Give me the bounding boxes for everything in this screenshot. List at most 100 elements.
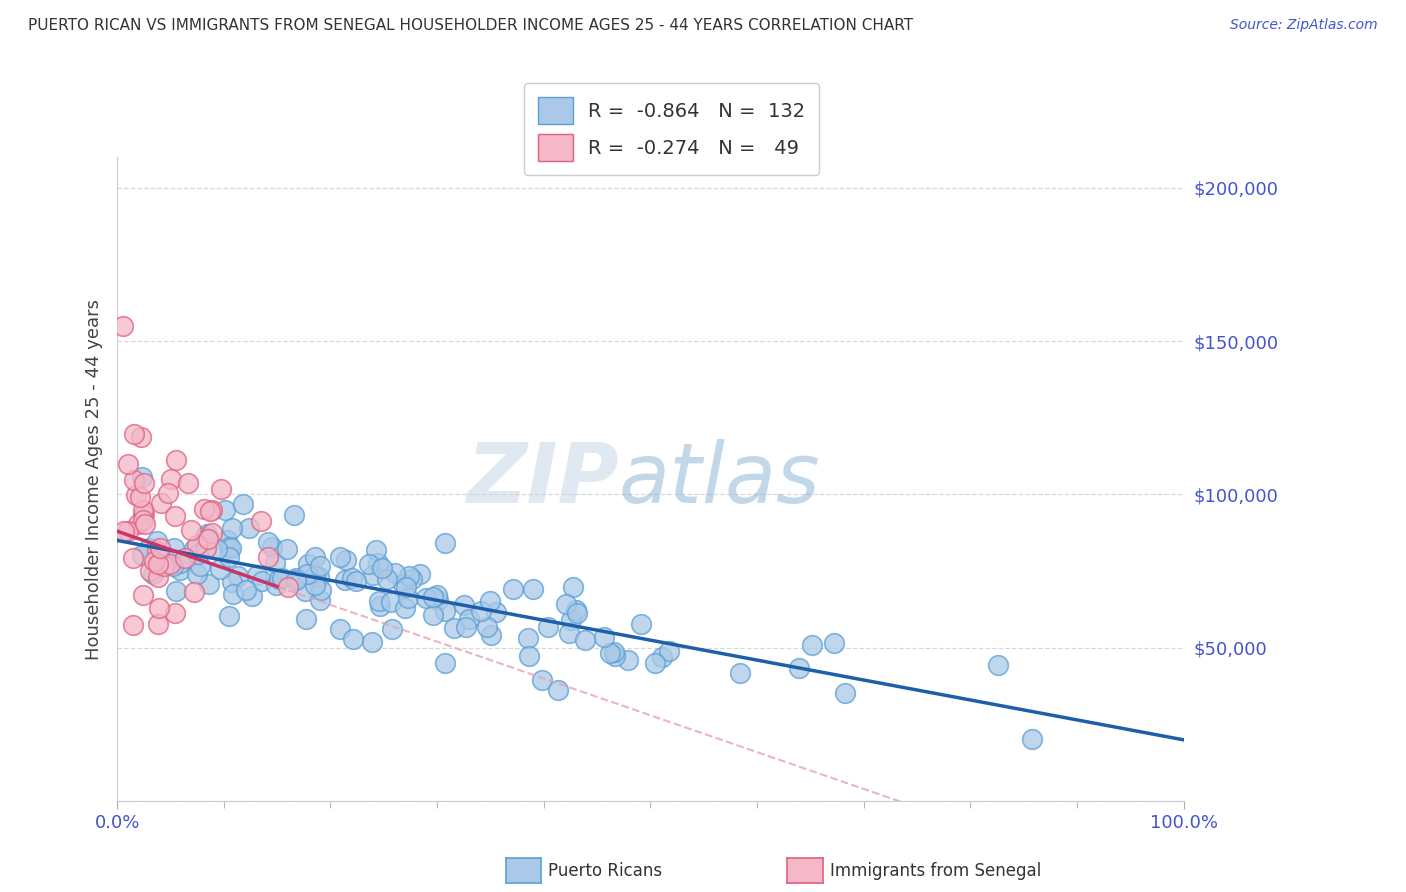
Point [304,549,326,564]
Point [111,318,134,333]
Point [295,612,318,626]
Point [226,569,249,583]
Point [366,543,388,558]
Point [146,543,169,558]
Point [163,508,186,523]
Point [517,649,540,664]
Point [143,553,166,567]
Point [139,564,162,578]
Point [201,503,224,517]
Point [132,476,155,491]
Point [363,568,385,582]
Point [235,582,257,597]
Point [574,632,596,647]
Point [294,584,316,599]
Text: PUERTO RICAN VS IMMIGRANTS FROM SENEGAL HOUSEHOLDER INCOME AGES 25 - 44 YEARS CO: PUERTO RICAN VS IMMIGRANTS FROM SENEGAL … [28,18,914,33]
Point [146,616,169,631]
Point [222,587,245,601]
Point [329,622,352,636]
Point [218,550,240,565]
Point [800,638,823,652]
Point [392,577,415,591]
Point [384,566,406,581]
Point [129,490,152,504]
Point [162,558,184,573]
Point [252,574,274,588]
Point [260,540,283,554]
Point [787,661,810,675]
Point [308,558,330,573]
Point [218,540,240,554]
Point [422,590,444,604]
Point [195,527,218,541]
Y-axis label: Householder Income Ages 25 - 44 years: Householder Income Ages 25 - 44 years [86,299,103,659]
Point [297,566,319,581]
Point [146,570,169,584]
Point [129,430,152,444]
Point [658,644,681,658]
Point [257,534,280,549]
Point [401,572,423,586]
Point [458,612,481,626]
Point [157,485,180,500]
Point [271,571,294,585]
Point [567,606,589,620]
Point [209,482,232,496]
Point [422,607,444,622]
Point [165,452,187,467]
Point [394,601,416,615]
Point [284,571,307,585]
Point [381,622,404,636]
Point [142,566,165,581]
Point [560,613,582,627]
Point [217,533,239,548]
Point [197,532,219,546]
Point [360,635,382,649]
Point [201,526,224,541]
Point [530,673,553,688]
Point [269,572,291,586]
Point [823,635,845,649]
Point [187,547,209,561]
Point [183,541,205,556]
Point [485,606,508,620]
Point [284,573,307,587]
Point [433,604,456,618]
Point [209,562,232,576]
Point [165,607,187,621]
Point [368,593,391,607]
Point [1021,732,1043,747]
Point [122,618,145,632]
Point [470,604,492,618]
Point [131,588,153,602]
Point [371,561,394,575]
Text: ZIP: ZIP [465,439,619,520]
Point [169,556,191,570]
Point [186,566,208,581]
Point [117,524,139,539]
Text: Immigrants from Senegal: Immigrants from Senegal [830,862,1040,880]
Point [357,558,380,572]
Point [186,538,208,552]
Point [547,683,569,698]
Point [426,592,449,607]
Point [434,656,457,670]
Point [240,589,263,603]
Point [159,558,181,572]
Point [599,646,621,660]
Point [117,457,139,471]
Point [183,584,205,599]
Point [132,508,155,522]
Point [433,536,456,550]
Point [146,558,169,573]
Point [122,473,145,487]
Point [537,620,560,634]
Point [174,551,197,566]
Point [221,574,243,589]
Point [443,621,465,635]
Point [309,582,332,597]
Point [165,584,187,599]
Point [502,582,524,596]
Point [264,556,287,570]
Point [219,541,242,556]
